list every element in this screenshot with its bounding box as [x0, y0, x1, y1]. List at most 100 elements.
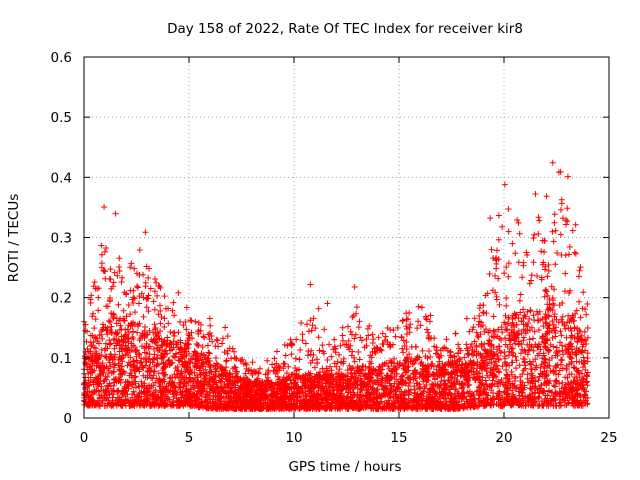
- data-point: [363, 336, 370, 343]
- data-point: [486, 271, 493, 278]
- data-point: [213, 365, 220, 372]
- data-point: [489, 377, 496, 384]
- data-point: [331, 336, 338, 343]
- data-point: [552, 378, 559, 385]
- data-point: [136, 383, 143, 390]
- data-point: [109, 356, 116, 363]
- data-point: [475, 334, 482, 341]
- data-point: [465, 376, 472, 383]
- data-point: [549, 159, 556, 166]
- data-point: [452, 330, 459, 337]
- data-point: [416, 371, 423, 378]
- data-point: [274, 367, 281, 374]
- data-point: [138, 290, 145, 297]
- data-point: [276, 364, 283, 371]
- data-point: [423, 316, 430, 323]
- data-point: [212, 343, 219, 350]
- data-point: [192, 318, 199, 325]
- data-point: [314, 356, 320, 363]
- data-point: [573, 307, 580, 314]
- data-point: [167, 329, 174, 336]
- data-point: [185, 379, 192, 386]
- data-point: [479, 374, 486, 381]
- data-point: [281, 360, 288, 367]
- data-point: [358, 378, 365, 385]
- data-point: [276, 376, 283, 383]
- data-point: [557, 206, 564, 213]
- data-point: [550, 238, 557, 245]
- data-point: [161, 293, 168, 300]
- data-point: [481, 386, 488, 393]
- data-point: [107, 266, 114, 273]
- data-point: [495, 275, 502, 282]
- data-point: [446, 386, 453, 393]
- data-point: [540, 323, 547, 330]
- data-point: [101, 248, 108, 255]
- data-point: [94, 375, 101, 382]
- data-point: [490, 327, 497, 334]
- data-point: [494, 346, 501, 353]
- data-point: [171, 312, 178, 319]
- data-point: [505, 273, 512, 280]
- data-point: [165, 389, 172, 396]
- data-point: [356, 318, 363, 325]
- data-point: [120, 368, 127, 375]
- data-point: [550, 382, 557, 389]
- data-point: [283, 370, 290, 377]
- data-point: [577, 264, 584, 271]
- data-point: [424, 355, 431, 362]
- data-point: [501, 389, 508, 396]
- data-point: [558, 251, 565, 258]
- data-point: [151, 351, 158, 358]
- data-point: [105, 317, 112, 324]
- data-point: [548, 283, 555, 290]
- data-point: [469, 326, 476, 333]
- data-point: [401, 366, 408, 373]
- data-point: [543, 193, 550, 200]
- data-point: [292, 355, 299, 362]
- data-point: [530, 235, 537, 242]
- data-point: [170, 299, 177, 306]
- data-point: [433, 347, 440, 354]
- data-point: [473, 388, 480, 395]
- data-point: [134, 283, 141, 290]
- data-point: [492, 289, 499, 296]
- data-point: [102, 268, 109, 275]
- data-point: [113, 342, 120, 349]
- data-point: [584, 334, 591, 341]
- data-point: [563, 217, 570, 224]
- data-point: [527, 307, 534, 314]
- data-point: [537, 364, 544, 371]
- data-point: [271, 355, 278, 362]
- data-point: [298, 320, 305, 327]
- data-point: [198, 350, 205, 357]
- data-point: [173, 351, 180, 358]
- data-point: [490, 313, 497, 320]
- data-point: [476, 305, 483, 312]
- data-point: [119, 274, 126, 281]
- data-point: [418, 304, 425, 311]
- data-point: [110, 361, 117, 368]
- data-point: [465, 351, 472, 358]
- data-point: [145, 274, 152, 281]
- data-point: [264, 357, 271, 364]
- data-point: [557, 231, 564, 238]
- data-point: [103, 244, 110, 251]
- data-point: [117, 322, 124, 329]
- data-point: [122, 339, 129, 346]
- data-point: [429, 360, 436, 367]
- data-point: [524, 251, 531, 258]
- data-point: [102, 340, 109, 347]
- data-point: [414, 325, 421, 332]
- data-point: [326, 341, 333, 348]
- data-point: [564, 350, 571, 357]
- data-point: [564, 205, 571, 212]
- data-point: [535, 214, 542, 221]
- data-point: [444, 391, 451, 398]
- data-point: [169, 388, 176, 395]
- data-point: [309, 322, 316, 329]
- data-point: [552, 261, 559, 268]
- data-point: [129, 334, 136, 341]
- data-point: [111, 345, 118, 352]
- data-point: [530, 347, 537, 354]
